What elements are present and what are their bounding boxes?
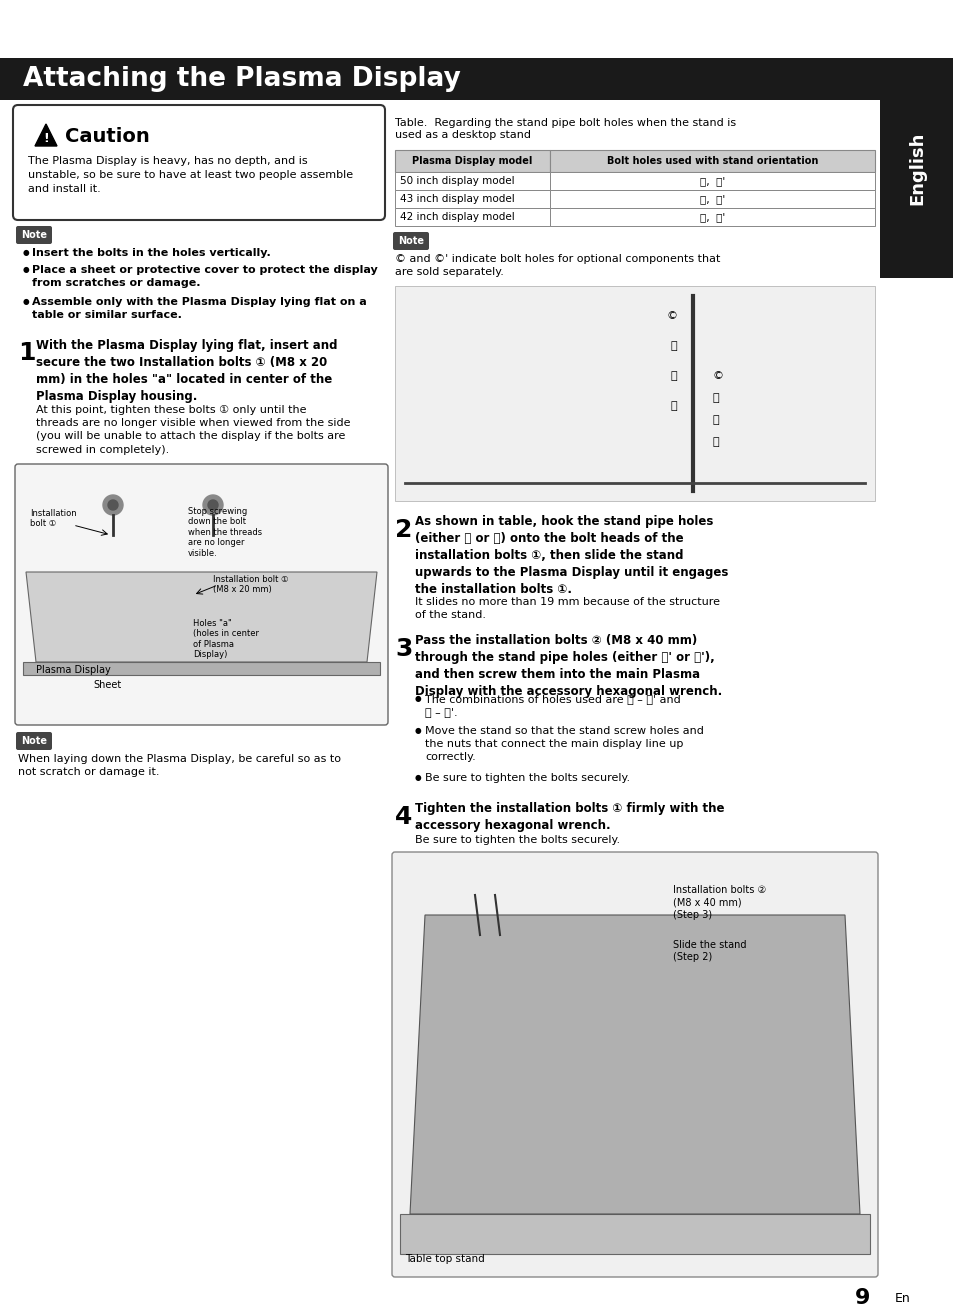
- Text: Ⓑ: Ⓑ: [670, 341, 677, 351]
- Bar: [395, 286, 874, 501]
- Text: Ⓐ: Ⓐ: [712, 415, 719, 425]
- Text: Plasma Display model: Plasma Display model: [412, 157, 532, 166]
- Text: ●: ●: [415, 772, 421, 782]
- Text: Note: Note: [21, 230, 47, 240]
- Text: English: English: [907, 132, 925, 205]
- Text: Note: Note: [397, 236, 423, 246]
- Text: It slides no more than 19 mm because of the structure
of the stand.: It slides no more than 19 mm because of …: [415, 597, 720, 620]
- Text: 42 inch display model: 42 inch display model: [399, 212, 515, 222]
- Text: 9: 9: [854, 1288, 869, 1308]
- Bar: [395, 190, 550, 208]
- Text: 43 inch display model: 43 inch display model: [399, 193, 515, 204]
- Text: Attaching the Plasma Display: Attaching the Plasma Display: [23, 66, 460, 92]
- Text: Installation bolts ②
(M8 x 40 mm)
(Step 3): Installation bolts ② (M8 x 40 mm) (Step …: [673, 884, 766, 920]
- Polygon shape: [26, 572, 376, 662]
- Bar: [550, 150, 874, 172]
- FancyBboxPatch shape: [15, 465, 388, 725]
- Text: Table.  Regarding the stand pipe bolt holes when the stand is
used as a desktop : Table. Regarding the stand pipe bolt hol…: [395, 118, 736, 141]
- Text: The combinations of holes used are Ⓐ – Ⓐ' and
Ⓑ – Ⓑ'.: The combinations of holes used are Ⓐ – Ⓐ…: [424, 694, 680, 717]
- Text: Sheet: Sheet: [93, 680, 122, 690]
- Text: ●: ●: [415, 726, 421, 736]
- Text: 1: 1: [18, 341, 35, 365]
- Text: 2: 2: [395, 519, 412, 542]
- Text: Ⓐ: Ⓐ: [670, 401, 677, 411]
- Text: Slide the stand
(Step 2): Slide the stand (Step 2): [673, 940, 746, 962]
- Text: Holes "a"
(holes in center
of Plasma
Display): Holes "a" (holes in center of Plasma Dis…: [193, 619, 258, 659]
- Text: The Plasma Display is heavy, has no depth, and is
unstable, so be sure to have a: The Plasma Display is heavy, has no dept…: [28, 157, 353, 193]
- Bar: [395, 208, 550, 226]
- Bar: [550, 172, 874, 190]
- Text: Move the stand so that the stand screw holes and
the nuts that connect the main : Move the stand so that the stand screw h…: [424, 726, 703, 762]
- Text: ●: ●: [23, 265, 30, 274]
- Text: Bolt holes used with stand orientation: Bolt holes used with stand orientation: [606, 157, 818, 166]
- Text: Plasma Display: Plasma Display: [36, 665, 111, 675]
- Text: En: En: [894, 1291, 910, 1304]
- Text: 3: 3: [395, 637, 412, 661]
- Text: ●: ●: [23, 247, 30, 257]
- Polygon shape: [410, 915, 859, 1213]
- Bar: [550, 208, 874, 226]
- Text: When laying down the Plasma Display, be careful so as to
not scratch or damage i: When laying down the Plasma Display, be …: [18, 754, 340, 778]
- Text: Ⓐ: Ⓐ: [712, 437, 719, 447]
- Text: !: !: [43, 132, 49, 145]
- Bar: [0, 58, 879, 100]
- Text: Pass the installation bolts ② (M8 x 40 mm)
through the stand pipe holes (either : Pass the installation bolts ② (M8 x 40 m…: [415, 634, 721, 697]
- Text: Assemble only with the Plasma Display lying flat on a
table or similar surface.: Assemble only with the Plasma Display ly…: [32, 297, 366, 320]
- FancyBboxPatch shape: [16, 226, 52, 243]
- Circle shape: [103, 495, 123, 515]
- Text: Be sure to tighten the bolts securely.: Be sure to tighten the bolts securely.: [415, 834, 619, 845]
- Text: With the Plasma Display lying flat, insert and
secure the two Installation bolts: With the Plasma Display lying flat, inse…: [36, 340, 337, 403]
- Text: Tighten the installation bolts ① firmly with the
accessory hexagonal wrench.: Tighten the installation bolts ① firmly …: [415, 801, 723, 832]
- Text: Ⓑ: Ⓑ: [712, 393, 719, 403]
- FancyBboxPatch shape: [16, 732, 52, 750]
- Polygon shape: [399, 1213, 869, 1254]
- Text: Insert the bolts in the holes vertically.: Insert the bolts in the holes vertically…: [32, 247, 271, 258]
- Text: As shown in table, hook the stand pipe holes
(either Ⓐ or Ⓑ) onto the bolt heads: As shown in table, hook the stand pipe h…: [415, 515, 727, 596]
- Text: Caution: Caution: [65, 128, 150, 146]
- Text: ●: ●: [415, 694, 421, 703]
- Text: Ⓐ,  Ⓐ': Ⓐ, Ⓐ': [700, 212, 724, 222]
- Text: Ⓑ,  Ⓑ': Ⓑ, Ⓑ': [700, 176, 724, 186]
- FancyBboxPatch shape: [13, 105, 385, 220]
- Text: Table top stand: Table top stand: [405, 1254, 484, 1263]
- Text: Note: Note: [21, 736, 47, 746]
- Polygon shape: [35, 124, 57, 146]
- FancyBboxPatch shape: [392, 851, 877, 1277]
- Text: 4: 4: [395, 805, 412, 829]
- Text: Place a sheet or protective cover to protect the display
from scratches or damag: Place a sheet or protective cover to pro…: [32, 265, 377, 288]
- Text: Installation bolt ①
(M8 x 20 mm): Installation bolt ① (M8 x 20 mm): [213, 575, 288, 595]
- Circle shape: [108, 500, 118, 511]
- Text: ●: ●: [23, 297, 30, 307]
- Text: Ⓐ: Ⓐ: [670, 371, 677, 382]
- Text: Ⓐ,  Ⓐ': Ⓐ, Ⓐ': [700, 193, 724, 204]
- Text: ©: ©: [666, 311, 677, 321]
- Text: At this point, tighten these bolts ① only until the
threads are no longer visibl: At this point, tighten these bolts ① onl…: [36, 405, 350, 454]
- Text: Installation
bolt ①: Installation bolt ①: [30, 509, 76, 529]
- Text: Be sure to tighten the bolts securely.: Be sure to tighten the bolts securely.: [424, 772, 630, 783]
- Text: 50 inch display model: 50 inch display model: [399, 176, 514, 186]
- Bar: [550, 190, 874, 208]
- Text: © and ©' indicate bolt holes for optional components that
are sold separately.: © and ©' indicate bolt holes for optiona…: [395, 254, 720, 278]
- FancyBboxPatch shape: [393, 232, 429, 250]
- Text: ©: ©: [712, 371, 722, 382]
- Circle shape: [208, 500, 218, 511]
- Text: Stop screwing
down the bolt
when the threads
are no longer
visible.: Stop screwing down the bolt when the thr…: [188, 507, 262, 558]
- Polygon shape: [23, 662, 379, 675]
- Bar: [395, 150, 550, 172]
- Bar: [879, 58, 953, 278]
- Bar: [395, 172, 550, 190]
- Circle shape: [203, 495, 223, 515]
